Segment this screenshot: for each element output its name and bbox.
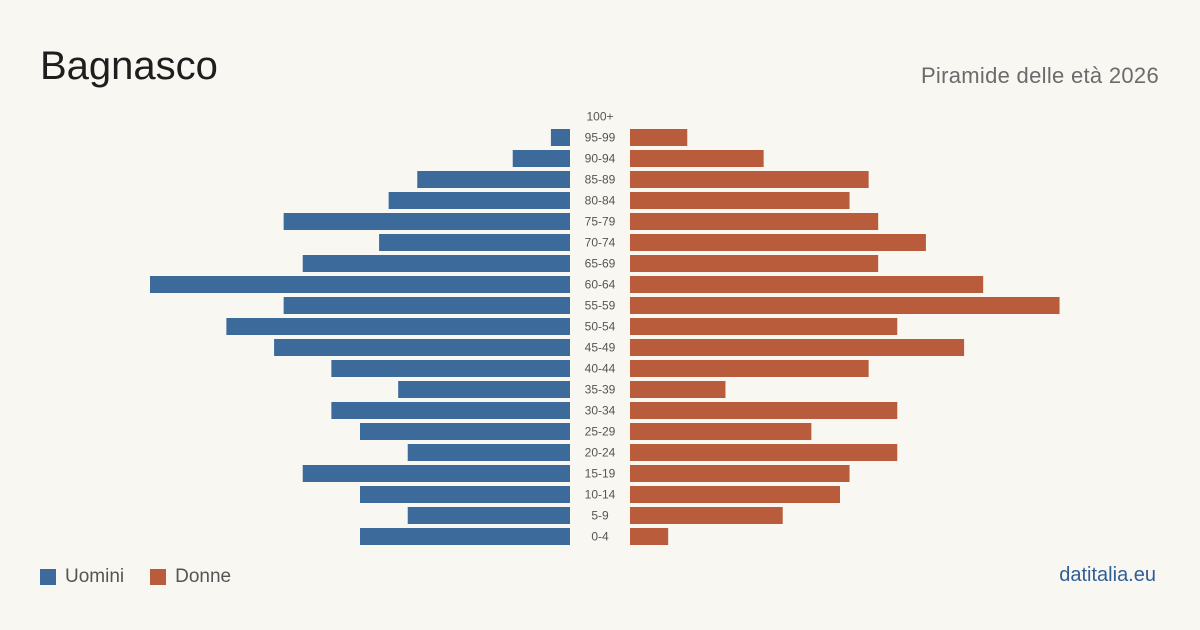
bar-women <box>630 150 764 167</box>
age-label: 100+ <box>586 110 613 124</box>
bar-men <box>360 486 570 503</box>
bar-men <box>226 318 570 335</box>
bar-men <box>360 528 570 545</box>
age-label: 60-64 <box>585 278 616 292</box>
bar-men <box>331 402 570 419</box>
age-label: 75-79 <box>585 215 616 229</box>
age-label: 70-74 <box>585 236 616 250</box>
bar-men <box>283 213 570 230</box>
bar-women <box>630 171 869 188</box>
bar-men <box>512 150 570 167</box>
age-label: 85-89 <box>585 173 616 187</box>
bar-men <box>407 444 570 461</box>
bar-men <box>407 507 570 524</box>
age-label: 0-4 <box>591 530 609 544</box>
chart-subtitle: Piramide delle età 2026 <box>920 63 1159 88</box>
legend-item-women: Donne <box>150 566 231 588</box>
bar-men <box>302 465 570 482</box>
bar-men <box>302 255 570 272</box>
bar-women <box>630 213 879 230</box>
bar-women <box>630 234 926 251</box>
age-label: 30-34 <box>585 404 616 418</box>
legend-item-men: Uomini <box>40 566 124 588</box>
bar-women <box>630 423 812 440</box>
age-label: 55-59 <box>585 299 616 313</box>
age-label: 15-19 <box>585 467 616 481</box>
bar-men <box>150 276 570 293</box>
age-label: 5-9 <box>591 509 609 523</box>
bar-women <box>630 318 898 335</box>
age-label: 50-54 <box>585 320 616 334</box>
age-label: 45-49 <box>585 341 616 355</box>
bar-men <box>360 423 570 440</box>
bar-women <box>630 465 850 482</box>
age-label: 95-99 <box>585 131 616 145</box>
bar-men <box>274 339 570 356</box>
bar-men <box>550 129 570 146</box>
bar-women <box>630 528 669 545</box>
bar-men <box>379 234 570 251</box>
age-label: 10-14 <box>585 488 616 502</box>
bar-women <box>630 402 898 419</box>
bar-women <box>630 486 840 503</box>
bar-women <box>630 360 869 377</box>
age-label: 90-94 <box>585 152 616 166</box>
legend-label-men: Uomini <box>65 566 125 587</box>
bar-women <box>630 339 965 356</box>
bar-women <box>630 192 850 209</box>
age-label: 35-39 <box>585 383 616 397</box>
age-label: 40-44 <box>585 362 616 376</box>
chart-title: Bagnasco <box>40 44 218 88</box>
bar-men <box>283 297 570 314</box>
brand-link[interactable]: datitalia.eu <box>1059 564 1156 586</box>
age-label: 25-29 <box>585 425 616 439</box>
bar-women <box>630 381 726 398</box>
bar-women <box>630 255 879 272</box>
bar-women <box>630 507 783 524</box>
legend-swatch-men <box>40 569 56 585</box>
bar-men <box>398 381 570 398</box>
age-label: 20-24 <box>585 446 616 460</box>
legend-swatch-women <box>150 569 167 585</box>
legend-label-women: Donne <box>175 566 232 587</box>
age-label: 65-69 <box>585 257 616 271</box>
bar-women <box>630 444 898 461</box>
bar-men <box>388 192 570 209</box>
bar-women <box>630 129 688 146</box>
legend: Uomini Donne <box>40 566 257 588</box>
age-label: 80-84 <box>585 194 616 208</box>
bar-men <box>417 171 570 188</box>
bar-women <box>630 276 984 293</box>
bar-women <box>630 297 1060 314</box>
bar-men <box>331 360 570 377</box>
